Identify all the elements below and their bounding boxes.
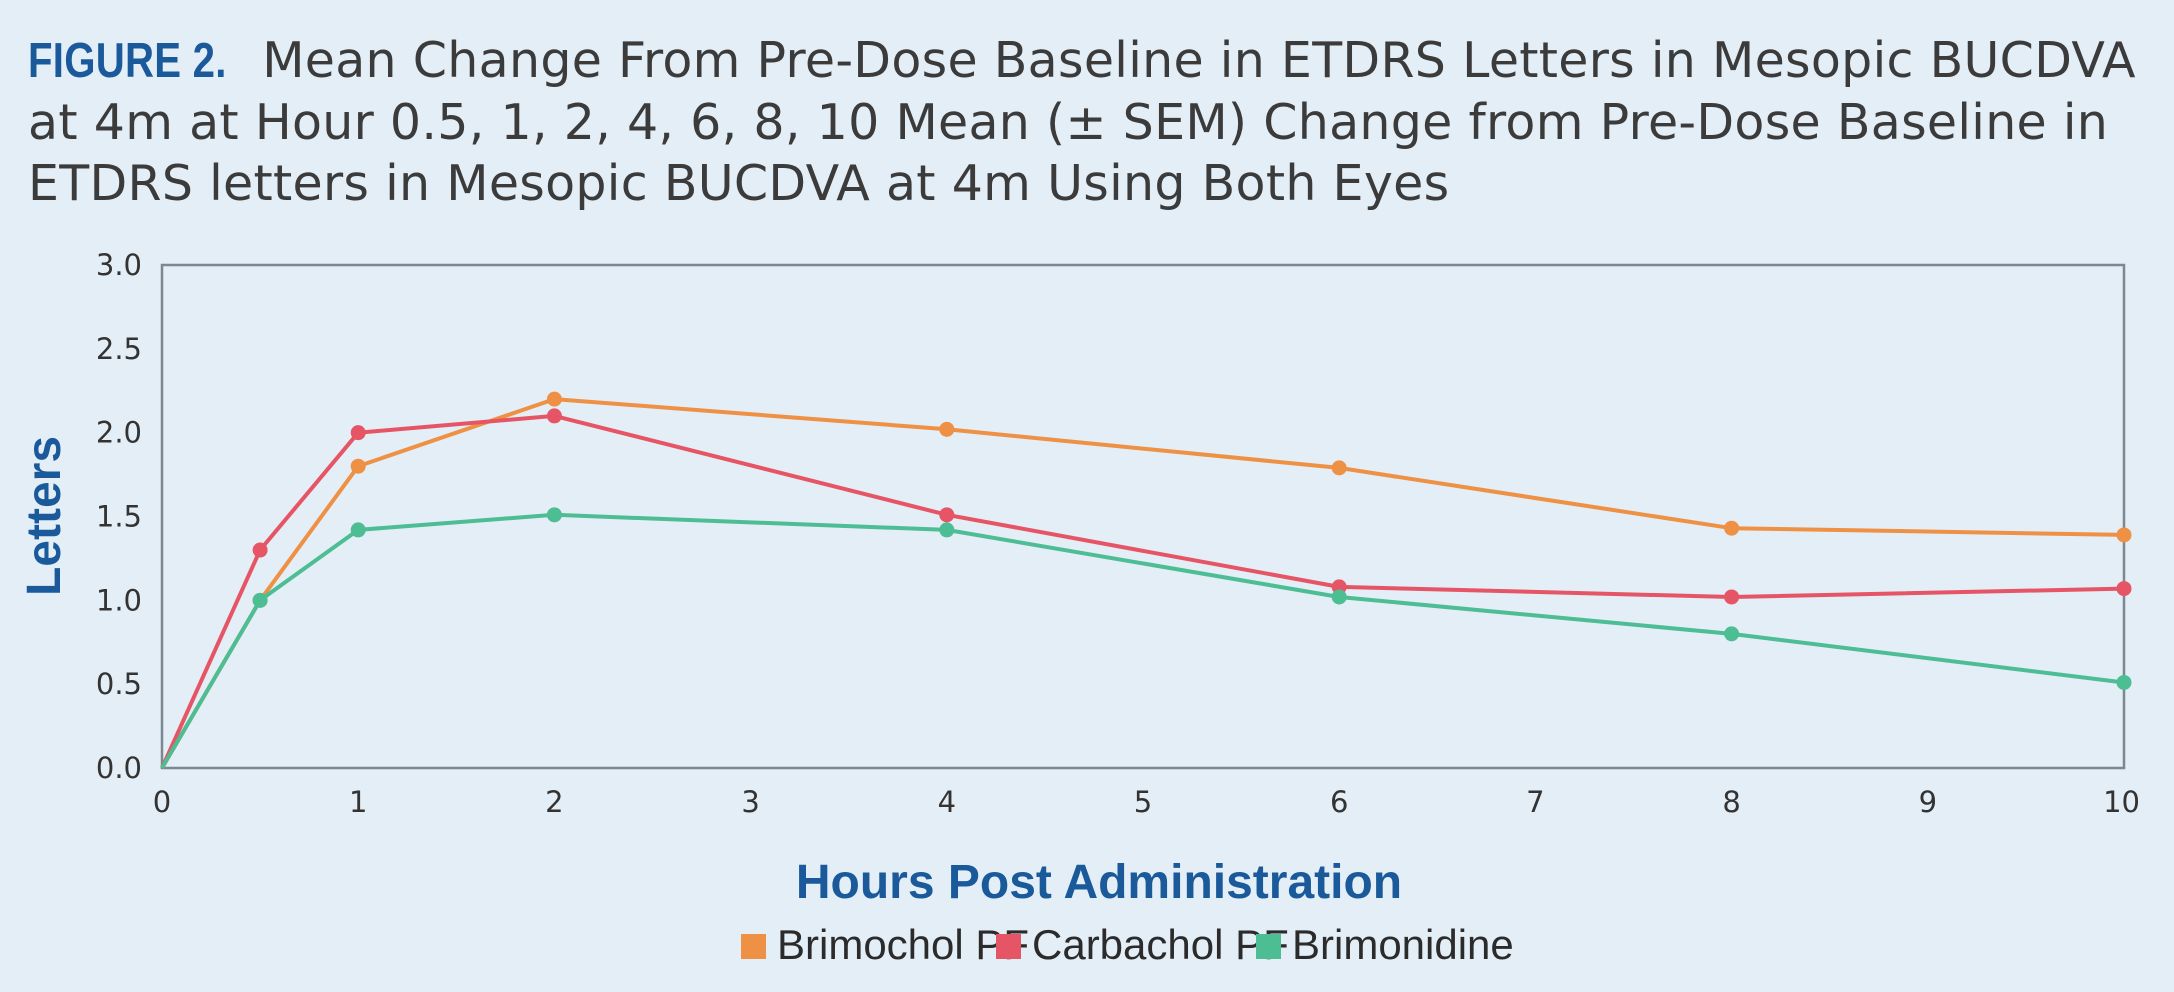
x-tick-label: 3	[741, 785, 759, 819]
legend-label: Carbachol PF	[1032, 921, 1289, 968]
series-line-brimonidine	[160, 512, 2125, 770]
data-point-brimonidine	[2116, 674, 2132, 690]
figure-label: FIGURE 2.	[28, 34, 227, 88]
x-axis-title: Hours Post Administration	[796, 856, 1402, 909]
data-point-carbachol-pf	[1724, 589, 1740, 605]
x-tick-label: 1	[349, 785, 367, 819]
data-point-carbachol-pf	[252, 542, 268, 558]
y-tick-label: 0.5	[96, 667, 142, 701]
x-tick-label: 6	[1330, 785, 1348, 819]
y-tick-label: 1.5	[96, 500, 142, 534]
x-tick-label: 0	[153, 785, 171, 819]
y-tick-label: 3.0	[96, 248, 142, 282]
plot-area	[160, 263, 2126, 770]
x-tick-label: 8	[1722, 785, 1740, 819]
series-brimochol-pf	[160, 391, 2132, 770]
data-point-brimochol-pf	[1331, 460, 1347, 476]
series-line-carbachol-pf	[160, 413, 2125, 769]
x-tick-label: 10	[2103, 785, 2140, 819]
y-tick-label: 2.0	[96, 416, 142, 450]
data-point-carbachol-pf	[546, 408, 562, 424]
legend-label: Brimochol PF	[777, 921, 1029, 968]
x-tick-label: 5	[1134, 785, 1152, 819]
data-point-brimonidine	[350, 522, 366, 538]
data-point-brimonidine	[1724, 626, 1740, 642]
data-point-brimonidine	[939, 522, 955, 538]
x-tick-label: 7	[1526, 785, 1544, 819]
data-point-brimochol-pf	[1724, 520, 1740, 536]
y-axis-ticks: 0.0 0.5 1.0 1.5 2.0 2.5 3.0	[96, 248, 142, 785]
y-tick-label: 1.0	[96, 583, 142, 617]
legend-item-brimochol-pf: Brimochol PF	[741, 921, 1029, 968]
data-point-brimochol-pf	[939, 421, 955, 437]
data-point-brimonidine	[252, 592, 268, 608]
data-point-brimonidine	[546, 507, 562, 523]
legend-swatch	[741, 934, 766, 959]
x-axis-ticks: 0 1 2 3 4 5 6 7 8 9 10	[153, 785, 2140, 819]
legend-item-carbachol-pf: Carbachol PF	[996, 921, 1289, 968]
x-tick-label: 2	[545, 785, 563, 819]
series-line-brimochol-pf	[160, 397, 2125, 770]
x-tick-label: 9	[1919, 785, 1937, 819]
data-point-carbachol-pf	[2116, 581, 2132, 597]
series-carbachol-pf	[160, 408, 2132, 769]
figure-title: FIGURE 2. Mean Change From Pre-Dose Base…	[28, 30, 2148, 214]
legend-swatch	[996, 934, 1021, 959]
data-point-brimonidine	[1331, 589, 1347, 605]
y-tick-label: 2.5	[96, 332, 142, 366]
legend: Brimochol PF Carbachol PF Brimonidine	[741, 921, 1514, 968]
series-layer	[160, 391, 2132, 770]
x-tick-label: 4	[938, 785, 956, 819]
data-point-brimochol-pf	[2116, 527, 2132, 543]
data-point-carbachol-pf	[939, 507, 955, 523]
y-axis-title: Letters	[18, 436, 71, 596]
figure-caption: Mean Change From Pre-Dose Baseline in ET…	[28, 32, 2136, 212]
legend-label: Brimonidine	[1292, 921, 1514, 968]
legend-swatch	[1256, 934, 1281, 959]
legend-item-brimonidine: Brimonidine	[1256, 921, 1514, 968]
data-point-carbachol-pf	[350, 425, 366, 441]
data-point-brimochol-pf	[546, 391, 562, 407]
data-point-brimochol-pf	[350, 458, 366, 474]
series-brimonidine	[160, 507, 2132, 770]
y-tick-label: 0.0	[96, 751, 142, 785]
